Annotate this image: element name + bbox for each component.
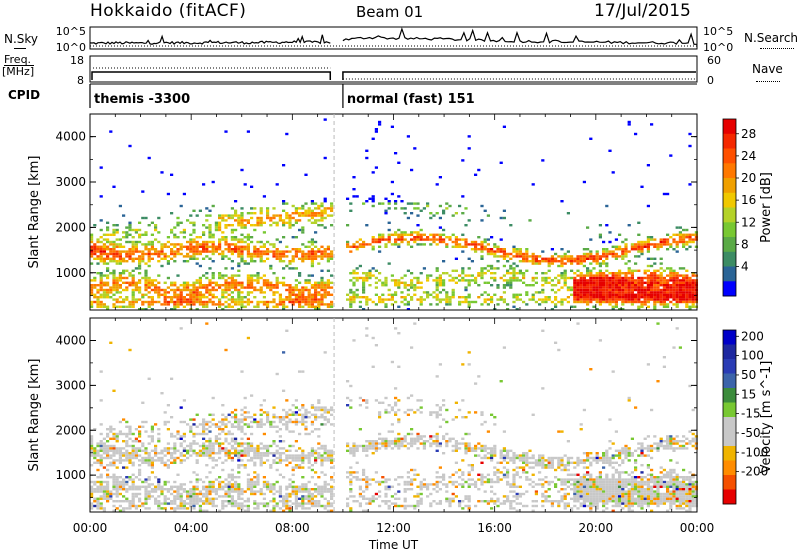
date-label: 17/Jul/2015	[594, 1, 691, 21]
colorbar-1-swatch-5	[723, 402, 736, 418]
xtick-label-6: 00:00	[680, 521, 715, 535]
freq-series-1	[342, 71, 696, 80]
rti-panel-0-ytick-label-3: 4000	[55, 130, 86, 144]
chart-title: Hokkaido (fitACF)	[90, 1, 247, 21]
nsky-series-1	[342, 27, 697, 45]
rti-panel-0-ytick-label-0: 1000	[55, 266, 86, 280]
colorbar-0-swatch-6	[723, 207, 736, 223]
rti-panel-1-ytick-label-1: 2000	[55, 423, 86, 437]
xtick-label-0: 00:00	[73, 521, 108, 535]
cpid-label: CPID	[8, 88, 41, 102]
colorbar-1-label: Velocity [m s^-1]	[759, 361, 774, 474]
colorbar-1-swatch-8	[723, 446, 736, 461]
colorbar-1-swatch-4	[723, 388, 736, 403]
xtick-label-2: 08:00	[275, 521, 310, 535]
cpid-segment-label-1: normal (fast) 151	[347, 92, 475, 107]
colorbar-0-swatch-10	[723, 266, 736, 282]
colorbar-1-tick-label-2: 50	[741, 368, 756, 382]
colorbar-1-swatch-1	[723, 344, 736, 360]
nsky-label: N.Sky	[4, 32, 39, 46]
colorbar-1-tick-label-4: -15	[741, 407, 761, 421]
nave-right-tick-0: 60	[707, 54, 721, 67]
colorbar-0-tick-label-5: 8	[741, 237, 749, 251]
freq-series-0	[91, 71, 332, 80]
colorbar-0-tick-label-4: 12	[741, 215, 756, 229]
nave-label: Nave	[752, 62, 783, 76]
colorbar-0-swatch-1	[723, 133, 736, 149]
nsky-legend-line	[14, 48, 26, 49]
rti-panel-1-cells	[90, 322, 698, 512]
colorbar-0-swatch-2	[723, 148, 736, 164]
colorbar-0-frame	[722, 118, 737, 297]
colorbar-0-swatch-11	[723, 281, 736, 297]
colorbar-0-label: Power [dB]	[759, 172, 774, 243]
rti-panel-0-ytick-label-2: 3000	[55, 175, 86, 189]
colorbar-1-swatch-9	[723, 460, 736, 476]
rti-panel-1-ytick-label-2: 3000	[55, 378, 86, 392]
rti-panel-1-ytick-label-0: 1000	[55, 468, 86, 482]
colorbar-1-swatch-10	[723, 475, 736, 490]
colorbar-1-swatch-7	[723, 431, 736, 447]
colorbar-0-tick-label-3: 16	[741, 193, 756, 207]
freq-panel-frame	[89, 55, 698, 83]
colorbar-0-swatch-8	[723, 237, 736, 253]
colorbar-1-swatch-11	[723, 489, 736, 505]
nave-right-tick-1: 0	[707, 74, 714, 87]
rti-panel-1-ytick-label-3: 4000	[55, 333, 86, 347]
nsky-right-tick-1: 10^0	[703, 41, 733, 54]
nsky-right-tick-0: 10^5	[703, 25, 733, 38]
rti-panel-0-cells	[90, 118, 698, 311]
nsearch-legend-line	[760, 48, 794, 49]
colorbar-0-tick-label-2: 20	[741, 171, 756, 185]
colorbar-0-swatch-7	[723, 222, 736, 238]
colorbar-0-swatch-9	[723, 251, 736, 267]
freq-left-tick-0: 18	[70, 54, 84, 67]
colorbar-1-frame	[722, 329, 737, 505]
xtick-label-3: 12:00	[376, 521, 411, 535]
colorbar-1-tick-label-5: -50	[741, 426, 761, 440]
colorbar-1-tick-label-0: 200	[741, 329, 764, 343]
xtick-label-4: 16:00	[477, 521, 512, 535]
colorbar-1-tick-label-3: 15	[741, 387, 756, 401]
cpid-segment-label-0: themis -3300	[94, 92, 190, 107]
colorbar-1-swatch-3	[723, 373, 736, 389]
colorbar-0-tick-label-1: 24	[741, 149, 756, 163]
freq-unit-label: [MHz]	[2, 65, 35, 78]
xtick-label-5: 20:00	[579, 521, 614, 535]
nsearch-label: N.Search	[744, 31, 799, 45]
colorbar-0-swatch-4	[723, 178, 736, 194]
colorbar-1-tick-label-1: 100	[741, 349, 764, 363]
freq-left-tick-1: 8	[77, 74, 84, 87]
rti-panel-0-ylabel: Slant Range [km]	[27, 156, 42, 269]
rti-panel-0-ytick-label-1: 2000	[55, 220, 86, 234]
nsky-left-tick-1: 10^0	[56, 41, 86, 54]
freq-label: Freq.	[4, 53, 32, 66]
nsky-left-tick-0: 10^5	[56, 25, 86, 38]
nsky-series-0	[89, 34, 331, 45]
colorbar-1-tick-label-6: -100	[741, 445, 768, 459]
colorbar-1-swatch-6	[723, 417, 736, 432]
xtick-label-1: 04:00	[174, 521, 209, 535]
freq-legend-line	[4, 65, 34, 66]
nsky-panel-frame	[89, 26, 698, 50]
colorbar-0-swatch-5	[723, 192, 736, 208]
x-axis-label: Time UT	[368, 538, 419, 552]
colorbar-0-tick-label-0: 28	[741, 127, 756, 141]
colorbar-1-swatch-2	[723, 359, 736, 374]
nave-legend-line	[756, 81, 780, 82]
colorbar-0-swatch-0	[723, 119, 736, 135]
colorbar-0-tick-label-6: 4	[741, 260, 749, 274]
beam-label: Beam 01	[356, 3, 424, 21]
colorbar-1-tick-label-7: -200	[741, 465, 768, 479]
colorbar-1-swatch-0	[723, 330, 736, 345]
rti-panel-1-ylabel: Slant Range [km]	[27, 359, 42, 472]
colorbar-0-swatch-3	[723, 163, 736, 179]
